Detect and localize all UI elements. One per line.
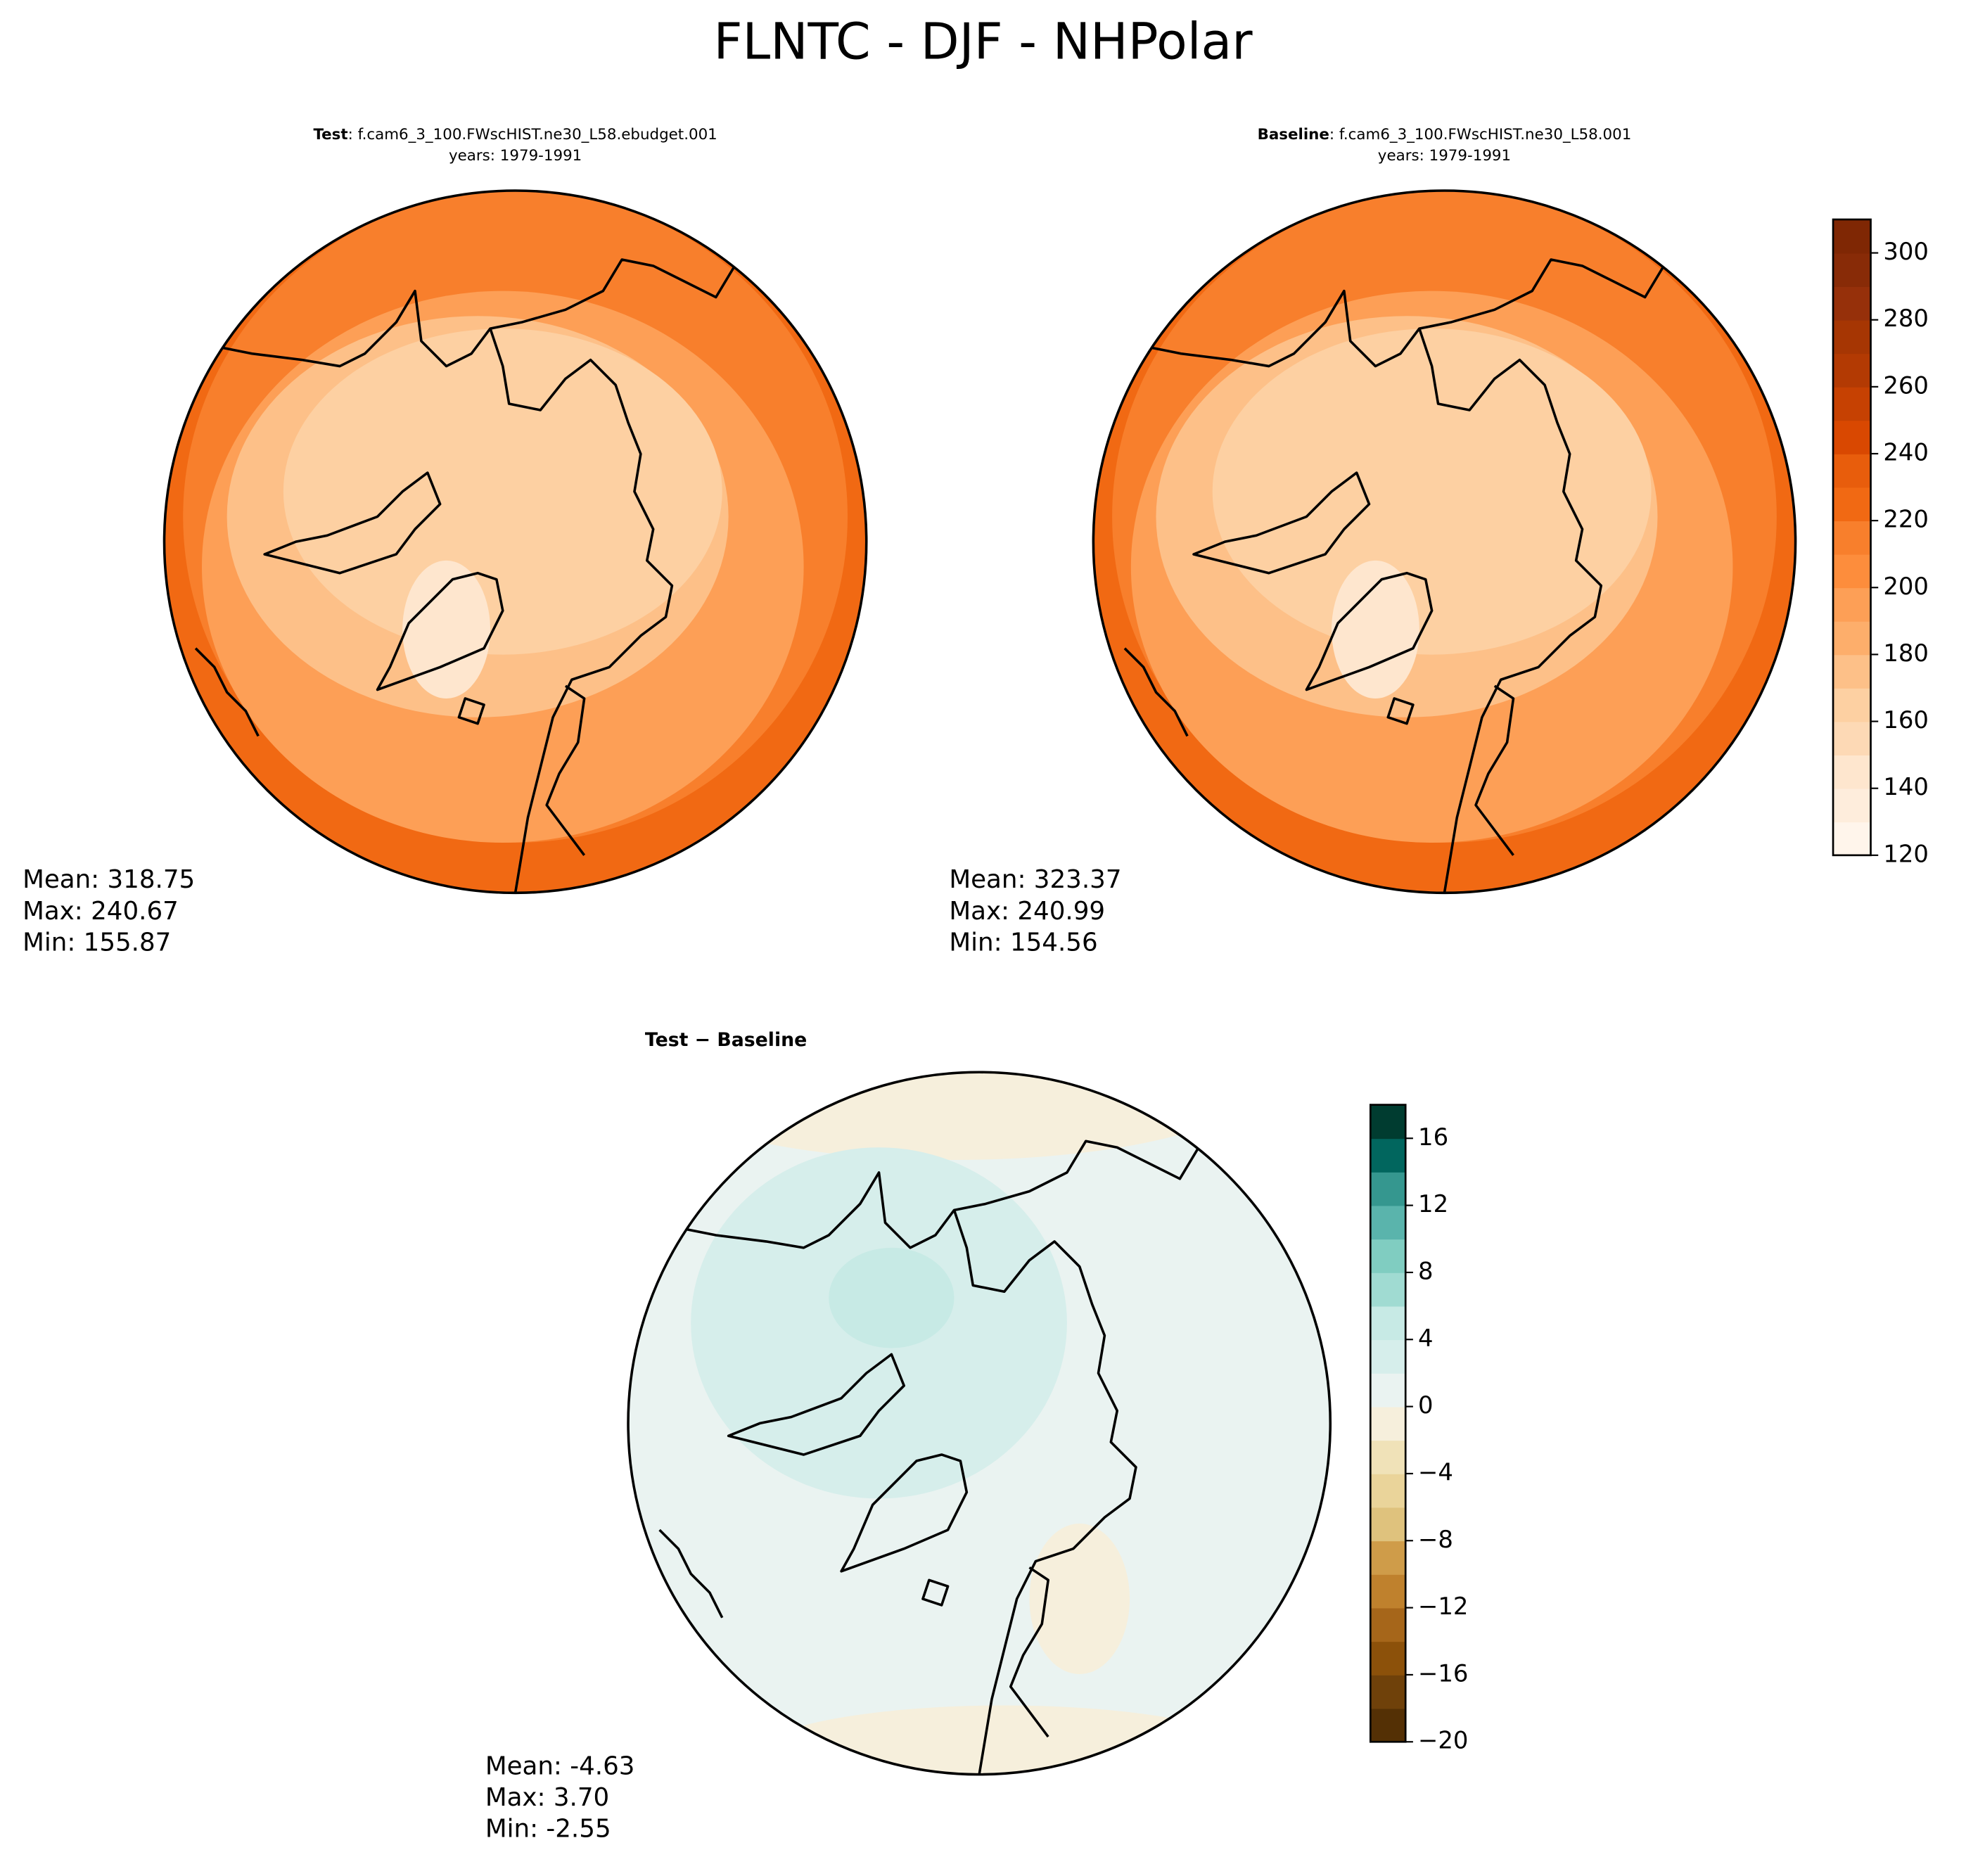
colorbar-band <box>1370 1104 1406 1140</box>
colorbar-band <box>1370 1574 1406 1609</box>
colorbar-tick-label: −4 <box>1418 1458 1453 1486</box>
colorbar-band <box>1833 687 1871 722</box>
colorbar-tick-label: 180 <box>1883 639 1929 667</box>
colorbar-tick-label: −12 <box>1418 1593 1468 1620</box>
panel-stat: Min: 155.87 <box>23 928 171 957</box>
colorbar-tick-label: 8 <box>1418 1257 1434 1284</box>
colorbar-band <box>1833 453 1871 488</box>
colorbar-band <box>1833 386 1871 421</box>
colorbar-tick-label: −8 <box>1418 1526 1453 1553</box>
colorbar-band <box>1833 587 1871 622</box>
colorbar-band <box>1370 1406 1406 1441</box>
colorbar-tick-label: 300 <box>1883 238 1929 265</box>
contour-region <box>402 560 490 698</box>
colorbar-tick-label: 4 <box>1418 1325 1434 1352</box>
colorbar-tick-label: 140 <box>1883 773 1929 800</box>
colorbar-band <box>1370 1339 1406 1374</box>
colorbar-band <box>1833 487 1871 522</box>
contour-region <box>1029 1524 1130 1674</box>
panel-stat: Mean: -4.63 <box>485 1752 635 1781</box>
colorbar-band <box>1370 1473 1406 1508</box>
polar-map <box>1092 189 1797 895</box>
colorbar-frame <box>1832 218 1872 857</box>
colorbar-tick-label: 16 <box>1418 1123 1448 1151</box>
colorbar-band <box>1833 554 1871 589</box>
map-field <box>1093 190 1796 893</box>
colorbar-band <box>1833 319 1871 355</box>
colorbar-tick-label: 260 <box>1883 371 1929 399</box>
colorbar-tick-label: −16 <box>1418 1659 1468 1687</box>
colorbar-band <box>1833 420 1871 454</box>
contour-region <box>283 328 722 655</box>
panel-stat: Max: 240.99 <box>949 897 1105 926</box>
colorbar-band <box>1833 521 1871 555</box>
colorbar-band <box>1833 822 1871 856</box>
colorbar-band <box>1370 1674 1406 1709</box>
panel-label: Test <box>313 126 347 143</box>
colorbar-tick-label: 200 <box>1883 573 1929 600</box>
panel-stat: Mean: 323.37 <box>949 865 1121 894</box>
contour-region <box>653 1072 1256 1161</box>
colorbar-band <box>1370 1272 1406 1307</box>
colorbar-band <box>1833 654 1871 689</box>
map-border <box>162 189 868 895</box>
colorbar-frame <box>1369 1104 1407 1743</box>
colorbar-tick-label: −20 <box>1418 1727 1468 1754</box>
panel-stat: Max: 3.70 <box>485 1783 609 1812</box>
colorbar-band <box>1833 620 1871 656</box>
colorbar-band <box>1370 1205 1406 1240</box>
colorbar-tick-label: 160 <box>1883 706 1929 734</box>
colorbar-tick-label: 240 <box>1883 438 1929 466</box>
colorbar-band <box>1370 1171 1406 1206</box>
colorbar-band <box>1370 1641 1406 1676</box>
polar-map <box>627 1071 1332 1776</box>
colorbar-band <box>1370 1306 1406 1341</box>
map-field <box>628 1072 1331 1775</box>
panel-subtitle: Test − Baseline <box>645 1029 807 1051</box>
colorbar-tick-label: 280 <box>1883 305 1929 332</box>
panel-label: Baseline <box>1258 126 1329 143</box>
colorbar-band <box>1370 1372 1406 1408</box>
colorbar-band <box>1833 219 1871 254</box>
panel-stat: Mean: 318.75 <box>23 865 195 894</box>
panel-case: : f.cam6_3_100.FWscHIST.ne30_L58.ebudget… <box>348 126 717 143</box>
colorbar-band <box>1833 788 1871 823</box>
contour-region <box>1212 328 1652 655</box>
colorbar-band <box>1370 1540 1406 1575</box>
colorbar-tick-label: 0 <box>1418 1391 1434 1419</box>
colorbar-band <box>1370 1607 1406 1642</box>
colorbar-tick-label: 120 <box>1883 840 1929 867</box>
colorbar-band <box>1370 1440 1406 1474</box>
colorbar-band <box>1833 721 1871 756</box>
panel-stat: Min: 154.56 <box>949 928 1097 957</box>
colorbar-band <box>1370 1239 1406 1273</box>
colorbar-band <box>1370 1507 1406 1542</box>
panel-stat: Min: -2.55 <box>485 1815 611 1844</box>
contour-region <box>1332 560 1419 698</box>
panel-case: : f.cam6_3_100.FWscHIST.ne30_L58.001 <box>1329 126 1631 143</box>
map-field <box>164 190 867 893</box>
colorbar-tick-label: 12 <box>1418 1190 1448 1218</box>
colorbar-band <box>1833 253 1871 288</box>
map-border <box>627 1071 1332 1776</box>
colorbar-band <box>1370 1708 1406 1743</box>
panel-subtitle: Baseline: f.cam6_3_100.FWscHIST.ne30_L58… <box>1258 126 1632 143</box>
colorbar-band <box>1833 286 1871 321</box>
polar-map <box>162 189 868 895</box>
contour-region <box>753 1705 1256 1775</box>
colorbar-tick-label: 220 <box>1883 506 1929 533</box>
panel-stat: Max: 240.67 <box>23 897 179 926</box>
map-border <box>1092 189 1797 895</box>
colorbar-band <box>1833 755 1871 789</box>
panel-subtitle: Test: f.cam6_3_100.FWscHIST.ne30_L58.ebu… <box>313 126 717 143</box>
panel-years: years: 1979-1991 <box>449 147 582 165</box>
colorbar-band <box>1370 1138 1406 1173</box>
colorbar-band <box>1833 353 1871 388</box>
panel-years: years: 1979-1991 <box>1378 147 1511 165</box>
contour-region <box>829 1247 955 1348</box>
figure-title: FLNTC - DJF - NHPolar <box>713 13 1253 71</box>
